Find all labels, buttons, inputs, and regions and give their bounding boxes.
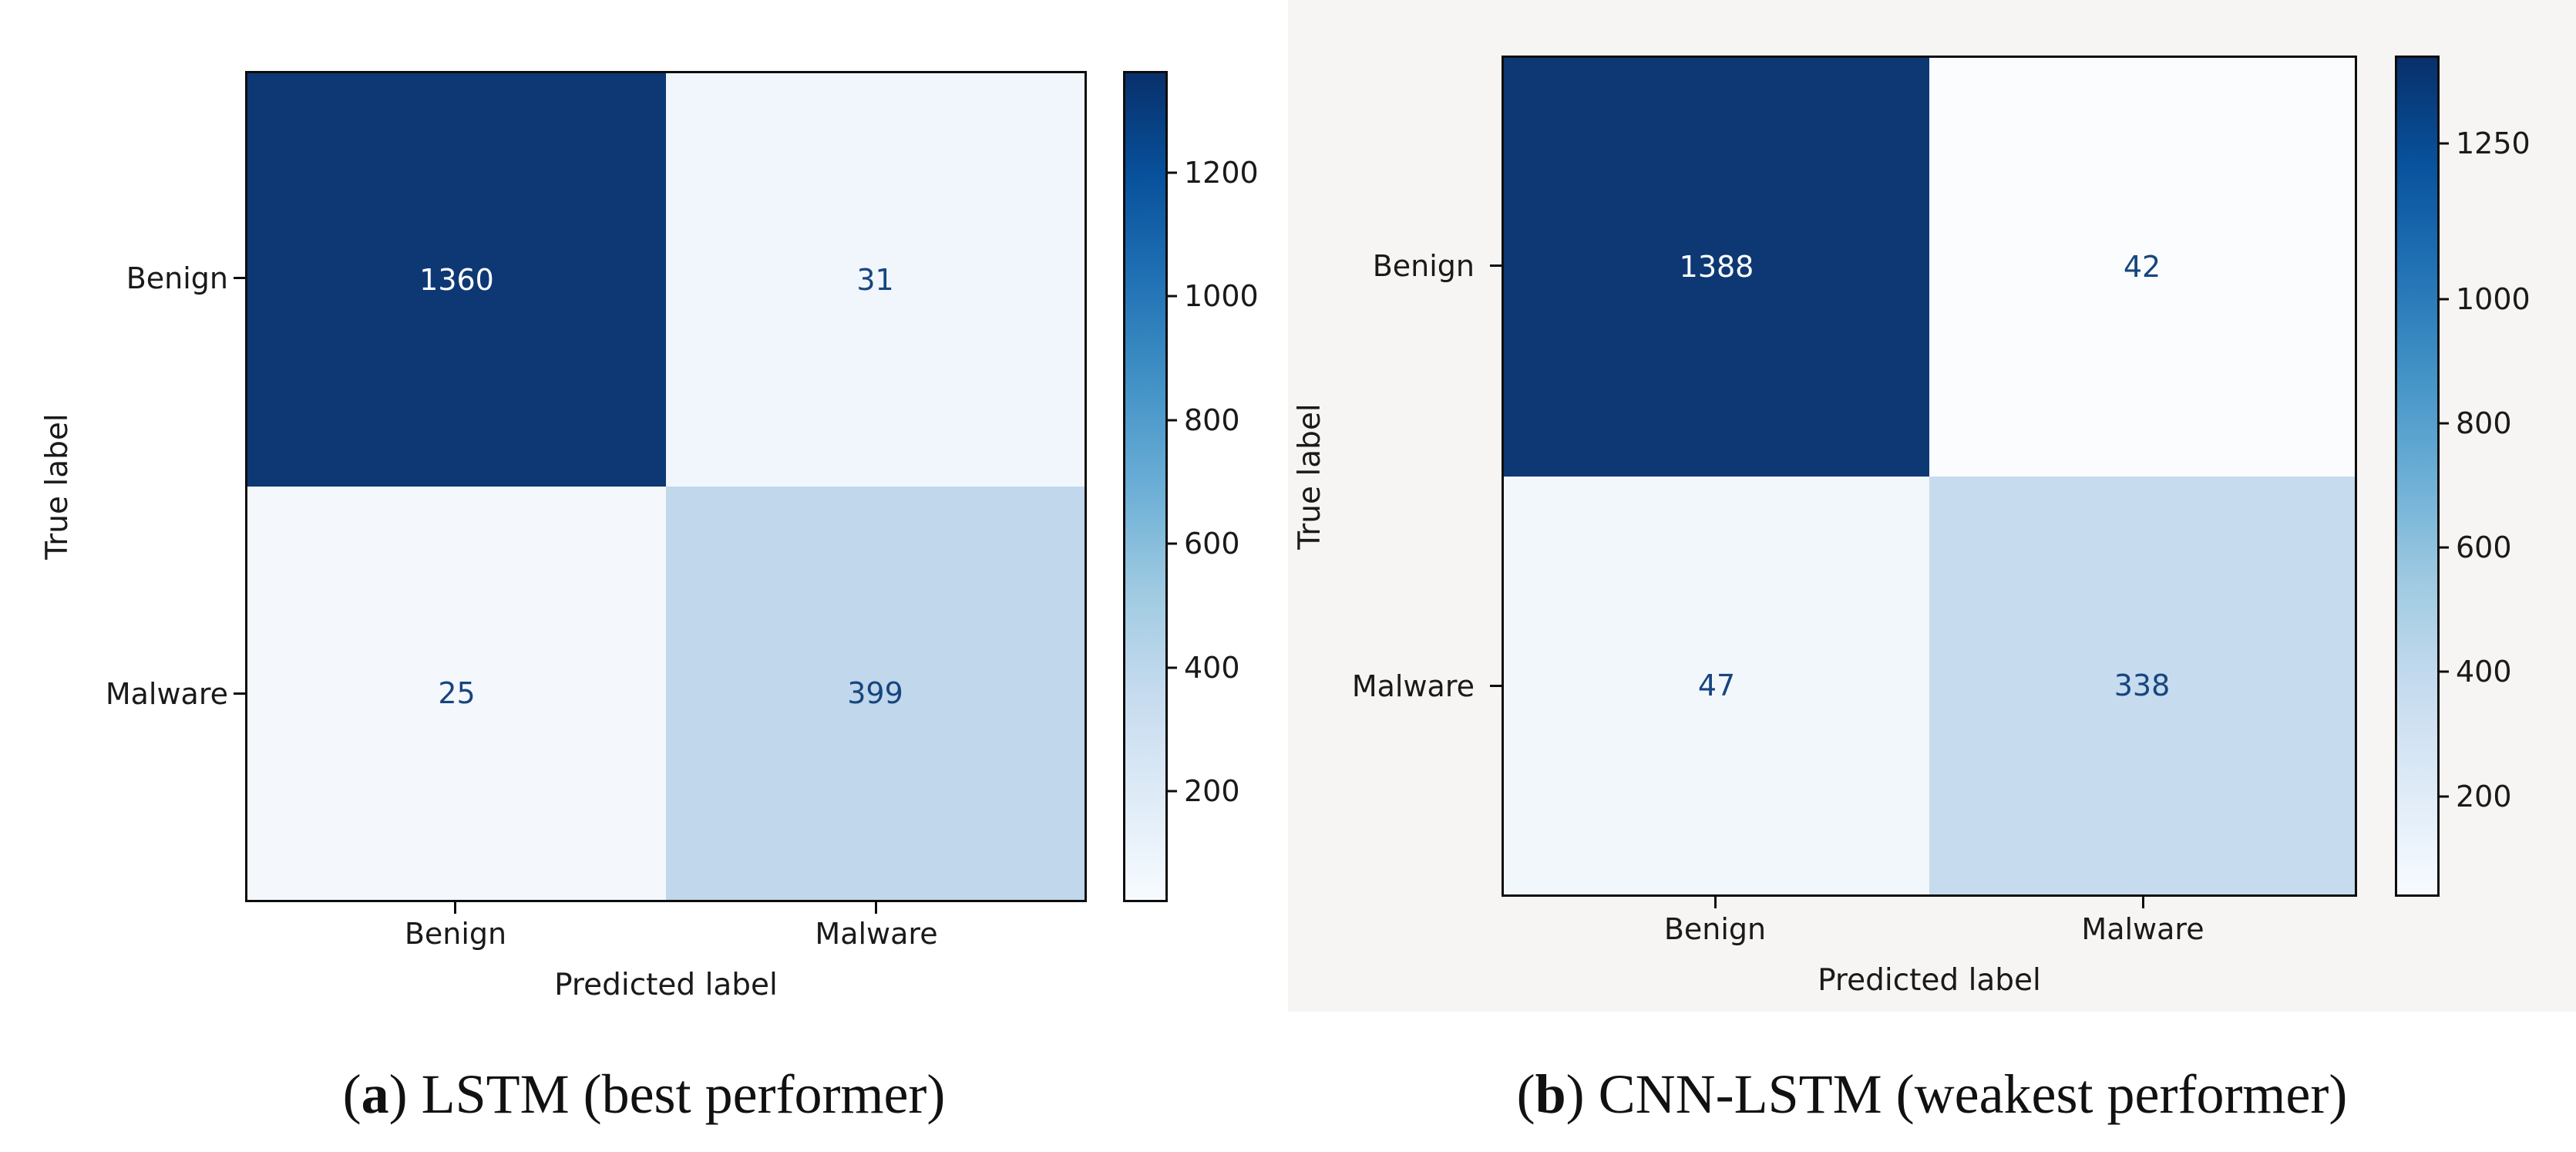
colorbar: 1250 1000 800 600 400 200 xyxy=(2395,56,2531,897)
colorbar-tick-mark xyxy=(2437,670,2449,673)
panel-cnn-lstm: 1388 42 47 338 Benign Malware Benign Mal… xyxy=(1288,0,2576,1152)
colorbar-tick-label: 1250 xyxy=(2456,126,2531,161)
x-tick-mark xyxy=(875,902,877,914)
x-tick-mark xyxy=(454,902,456,914)
heatmap-lstm: 1360 31 25 399 xyxy=(245,71,1087,902)
colorbar-tick-label: 400 xyxy=(2456,655,2512,689)
y-tick-mark xyxy=(234,277,245,279)
colorbar-tick-label: 600 xyxy=(1184,527,1240,561)
cell-true-malware-pred-benign: 25 xyxy=(247,487,666,900)
colorbar-tick-mark xyxy=(2437,422,2449,425)
cell-true-benign-pred-malware: 42 xyxy=(1929,58,2355,477)
colorbar-tick-label: 800 xyxy=(2456,406,2512,440)
y-axis-title: True label xyxy=(40,413,75,560)
xtick-label-malware: Malware xyxy=(2081,912,2204,946)
colorbar-tick-label: 200 xyxy=(2456,779,2512,813)
colorbar-tick-label: 800 xyxy=(1184,403,1240,437)
x-tick-mark xyxy=(1714,897,1717,908)
cell-true-benign-pred-malware: 31 xyxy=(666,73,1085,487)
colorbar-tick-mark xyxy=(1165,171,1177,174)
ytick-label-malware: Malware xyxy=(105,677,228,711)
colorbar-tick-label: 400 xyxy=(1184,650,1240,685)
xtick-label-malware: Malware xyxy=(815,917,938,951)
cell-true-malware-pred-malware: 338 xyxy=(1929,476,2355,894)
ytick-label-benign: Benign xyxy=(126,261,228,295)
colorbar-tick-label: 1000 xyxy=(2456,281,2531,316)
colorbar-tick-mark xyxy=(2437,298,2449,301)
x-axis-title: Predicted label xyxy=(1818,963,2041,998)
ytick-label-malware: Malware xyxy=(1351,669,1475,703)
subfigure-caption-b: (b) CNN-LSTM (weakest performer) xyxy=(1516,1063,2348,1125)
cell-true-malware-pred-benign: 47 xyxy=(1504,476,1929,894)
x-axis-title: Predicted label xyxy=(554,968,778,1002)
y-axis-title: True label xyxy=(1293,403,1327,550)
colorbar: 1200 1000 800 600 400 200 xyxy=(1123,71,1259,902)
xtick-label-benign: Benign xyxy=(1663,912,1767,946)
heatmap-cnn-lstm: 1388 42 47 338 xyxy=(1502,56,2357,897)
cell-true-benign-pred-benign: 1360 xyxy=(247,73,666,487)
y-tick-mark xyxy=(1490,264,1502,267)
x-tick-mark xyxy=(2142,897,2144,908)
cell-true-malware-pred-malware: 399 xyxy=(666,487,1085,900)
colorbar-tick-mark xyxy=(1165,666,1177,669)
ytick-label-benign: Benign xyxy=(1372,249,1475,283)
colorbar-tick-label: 1200 xyxy=(1184,155,1259,190)
colorbar-tick-mark xyxy=(2437,142,2449,145)
colorbar-tick-mark xyxy=(1165,419,1177,422)
colorbar-tick-label: 200 xyxy=(1184,774,1240,809)
y-tick-mark xyxy=(234,692,245,695)
panel-lstm: 1360 31 25 399 Benign Malware Benign Mal… xyxy=(40,71,1259,1125)
colorbar-tick-label: 600 xyxy=(2456,531,2512,565)
y-tick-mark xyxy=(1490,685,1502,687)
colorbar-tick-mark xyxy=(2437,546,2449,549)
colorbar-tick-mark xyxy=(1165,542,1177,545)
colorbar-tick-mark xyxy=(1165,295,1177,298)
cell-true-benign-pred-benign: 1388 xyxy=(1504,58,1929,477)
colorbar-tick-label: 1000 xyxy=(1184,279,1259,314)
colorbar-tick-mark xyxy=(2437,795,2449,798)
colorbar-tick-mark xyxy=(1165,790,1177,793)
subfigure-caption-a: (a) LSTM (best performer) xyxy=(342,1063,946,1125)
xtick-label-benign: Benign xyxy=(404,917,507,951)
